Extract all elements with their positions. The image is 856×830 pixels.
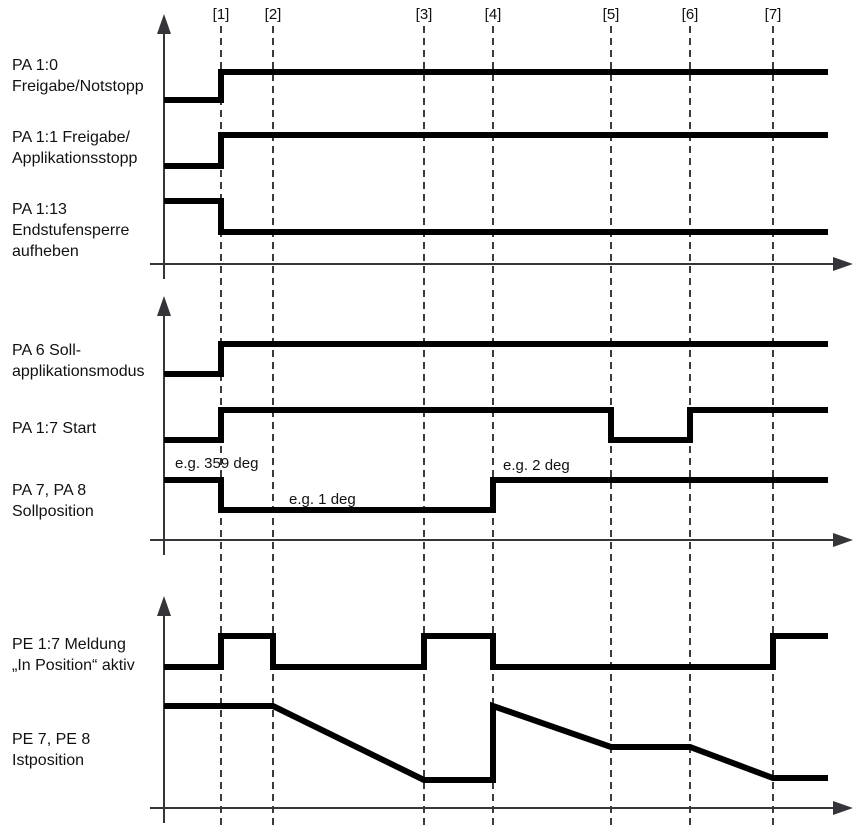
signal-label-line: PA 1:0	[12, 57, 58, 74]
signal-label: PE 1:7 Meldung „In Position“ aktiv	[12, 634, 135, 676]
signal-waveform	[164, 477, 828, 513]
signal-label-line: Freigabe/Notstopp	[12, 78, 144, 95]
value-axis-arrow-icon	[157, 296, 171, 316]
signal-label-line: PE 7, PE 8	[12, 731, 91, 748]
event-marker-label: [5]	[602, 6, 620, 23]
signal-label-line: applikationsmodus	[12, 363, 145, 380]
signal-label-line: Applikationsstopp	[12, 150, 138, 167]
signal-label-line: PA 7, PA 8	[12, 482, 87, 499]
event-marker-label: [4]	[484, 6, 502, 23]
signal-label-line: Sollposition	[12, 503, 94, 520]
signal-label: PA 1:1 Freigabe/Applikationsstopp	[12, 127, 137, 169]
signal-label-line: Endstufensperre	[12, 222, 130, 239]
event-marker-label: [6]	[681, 6, 699, 23]
signal-label-line: PA 1:13	[12, 201, 67, 218]
annotation-text: e.g. 2 deg	[503, 457, 570, 474]
signal-label: PA 6 Soll-applikationsmodus	[12, 340, 145, 382]
signal-label-line: Istposition	[12, 752, 85, 769]
signal-waveform	[164, 198, 828, 235]
signal-waveform	[164, 132, 828, 169]
signal-label-line: aufheben	[12, 243, 79, 260]
event-marker-label: [2]	[264, 6, 282, 23]
signal-label-line: „In Position“ aktiv	[12, 657, 135, 674]
time-axis-arrow-icon	[833, 257, 853, 271]
signal-waveform	[164, 701, 828, 783]
value-axis-arrow-icon	[157, 14, 171, 34]
signal-label-line: PE 1:7 Meldung	[12, 636, 126, 653]
signal-waveform	[164, 407, 828, 443]
signal-label: PA 1:13 Endstufensperre aufheben	[12, 199, 129, 262]
signal-label: PE 7, PE 8 Istposition	[12, 729, 90, 771]
annotation-text: e.g. 359 deg	[175, 455, 259, 472]
signal-waveform	[164, 341, 828, 377]
signal-label: PA 7, PA 8 Sollposition	[12, 480, 94, 522]
signal-label-line: PA 1:1 Freigabe/	[12, 129, 130, 146]
signal-waveform	[164, 69, 828, 103]
signal-label: PA 1:0 Freigabe/Notstopp	[12, 55, 144, 97]
signal-label-line: PA 6 Soll-	[12, 342, 82, 359]
event-marker-label: [3]	[415, 6, 433, 23]
signal-waveform	[164, 633, 828, 670]
signal-label-line: PA 1:7 Start	[12, 420, 97, 437]
signal-label: PA 1:7 Start	[12, 418, 96, 439]
time-axis-arrow-icon	[833, 801, 853, 815]
annotation-text: e.g. 1 deg	[289, 491, 356, 508]
time-axis-arrow-icon	[833, 533, 853, 547]
value-axis-arrow-icon	[157, 596, 171, 616]
event-marker-label: [7]	[764, 6, 782, 23]
event-marker-label: [1]	[212, 6, 230, 23]
